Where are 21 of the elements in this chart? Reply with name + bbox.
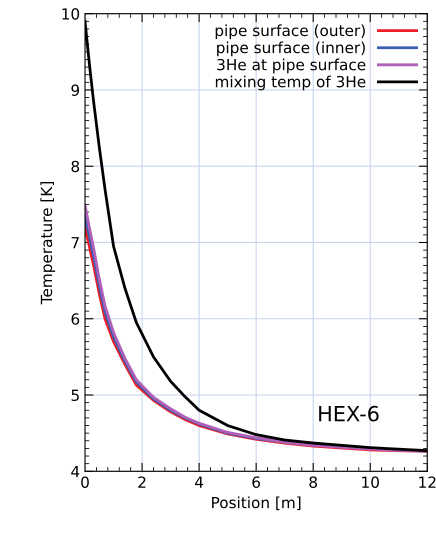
x-tick-label: 0 [81,476,89,488]
y-tick-label: 6 [72,313,80,325]
y-tick-label: 9 [71,84,80,96]
x-tick-label: 8 [309,476,318,488]
y-axis-title: Temperature [K] [40,182,56,304]
annotation: HEX-6 [319,406,379,422]
y-tick-label: 4 [71,466,80,478]
x-tick-label: 12 [419,476,436,488]
legend-label: mixing temp of 3He [216,76,366,90]
y-tick-label: 7 [72,237,79,248]
legend-label: pipe surface (outer) [216,24,365,40]
legend-label: 3He at pipe surface [217,58,366,74]
x-tick-label: 10 [362,476,379,488]
x-tick-label: 2 [138,476,146,488]
x-axis-title: Position [m] [212,496,300,510]
y-tick-label: 8 [71,160,80,172]
y-tick-label: 10 [62,8,80,20]
x-tick-label: 4 [194,476,204,488]
x-tick-label: 6 [252,476,260,488]
legend-label: pipe surface (inner) [217,41,365,56]
y-tick-label: 5 [72,390,79,402]
